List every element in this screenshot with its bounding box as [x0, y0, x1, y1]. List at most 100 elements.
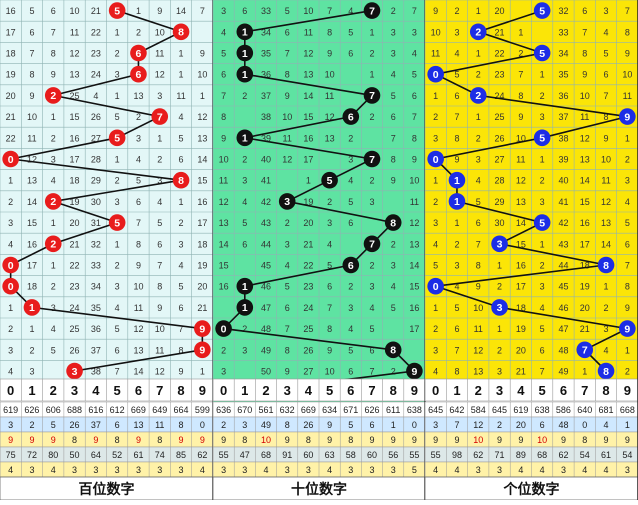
miss-count: 5 — [604, 49, 609, 59]
stat-value: 71 — [495, 450, 505, 460]
miss-count: 2 — [369, 261, 374, 271]
miss-count: 6 — [285, 303, 290, 313]
miss-count: 38 — [261, 112, 271, 122]
miss-count: 3 — [454, 27, 459, 37]
digit-header: 1 — [241, 383, 248, 398]
miss-count: 10 — [473, 303, 483, 313]
hit-ball-label: 7 — [582, 345, 588, 357]
stat-value: 61 — [601, 450, 611, 460]
stat-value: 3 — [625, 465, 630, 475]
miss-count: 10 — [197, 70, 207, 80]
miss-count: 14 — [601, 239, 611, 249]
miss-count: 24 — [495, 91, 505, 101]
hit-ball-label: 3 — [497, 302, 503, 314]
miss-count: 8 — [285, 345, 290, 355]
hit-ball — [406, 362, 423, 380]
miss-count: 8 — [604, 112, 609, 122]
miss-count: 13 — [473, 367, 483, 377]
miss-count: 34 — [91, 282, 101, 292]
miss-count: 24 — [70, 303, 80, 313]
miss-count: 20 — [516, 345, 526, 355]
miss-count: 2 — [285, 218, 290, 228]
hit-ball — [363, 2, 381, 19]
miss-count: 1 — [433, 176, 438, 186]
miss-count: 1 — [115, 27, 120, 37]
miss-count: 35 — [261, 49, 271, 59]
miss-count: 36 — [91, 324, 101, 334]
miss-count: 1 — [433, 303, 438, 313]
miss-count: 13 — [516, 197, 526, 207]
digit-header: 0 — [7, 383, 14, 398]
stat-value: 9 — [454, 435, 459, 445]
stat-value: 58 — [346, 450, 356, 460]
stat-value: 606 — [46, 405, 61, 415]
miss-count: 3 — [391, 261, 396, 271]
stat-value: 6 — [540, 420, 545, 430]
miss-count: 3 — [348, 155, 353, 165]
miss-count: 1 — [8, 303, 13, 313]
stat-value: 54 — [622, 450, 632, 460]
miss-count: 1 — [476, 112, 481, 122]
miss-count: 3 — [115, 70, 120, 80]
miss-count: 2 — [136, 27, 141, 37]
miss-count: 33 — [91, 261, 101, 271]
miss-count: 2 — [497, 282, 502, 292]
miss-count: 5 — [285, 6, 290, 16]
miss-count: 3 — [348, 303, 353, 313]
miss-count: 9 — [327, 345, 332, 355]
miss-count: 44 — [261, 239, 271, 249]
miss-count: 7 — [115, 367, 120, 377]
stat-value: 98 — [452, 450, 462, 460]
miss-count: 23 — [495, 70, 505, 80]
miss-count: 42 — [558, 218, 568, 228]
miss-count: 9 — [327, 49, 332, 59]
stat-value: 9 — [561, 435, 566, 445]
miss-count: 23 — [303, 282, 313, 292]
stat-value: 7 — [454, 420, 459, 430]
miss-count: 3 — [369, 197, 374, 207]
miss-count: 3 — [51, 303, 56, 313]
miss-count: 3 — [29, 367, 34, 377]
miss-count: 1 — [518, 27, 523, 37]
stat-value: 62 — [473, 450, 483, 460]
miss-count: 15 — [303, 112, 313, 122]
miss-count: 9 — [157, 6, 162, 16]
miss-count: 10 — [70, 6, 80, 16]
miss-count: 2 — [433, 112, 438, 122]
miss-count: 1 — [157, 133, 162, 143]
miss-count: 2 — [221, 345, 226, 355]
miss-count: 45 — [261, 261, 271, 271]
miss-count: 9 — [179, 367, 184, 377]
section-title: 个位数字 — [503, 481, 560, 497]
hit-ball — [236, 44, 254, 62]
miss-count: 12 — [155, 367, 165, 377]
hit-ball-label: 5 — [539, 133, 545, 145]
miss-count: 7 — [625, 6, 630, 16]
miss-count: 3 — [242, 345, 247, 355]
stat-value: 5 — [348, 420, 353, 430]
stat-value: 681 — [599, 405, 614, 415]
miss-count: 2 — [391, 239, 396, 249]
miss-count: 21 — [495, 27, 505, 37]
stat-value: 3 — [179, 465, 184, 475]
stat-value: 3 — [306, 465, 311, 475]
hit-ball-label: 0 — [8, 281, 14, 293]
miss-count: 8 — [285, 70, 290, 80]
miss-count: 13 — [70, 70, 80, 80]
stat-value: 4 — [8, 465, 13, 475]
miss-count: 3 — [604, 6, 609, 16]
stat-value: 55 — [219, 450, 229, 460]
miss-count: 36 — [261, 70, 271, 80]
hit-ball — [533, 44, 551, 62]
stat-value: 2 — [221, 420, 226, 430]
miss-count: 26 — [495, 133, 505, 143]
digit-header: 6 — [560, 383, 567, 398]
miss-count: 14 — [303, 91, 313, 101]
miss-count: 4 — [433, 239, 438, 249]
stat-value: 3 — [476, 465, 481, 475]
miss-count: 9 — [29, 91, 34, 101]
miss-count: 8 — [157, 282, 162, 292]
miss-count: 2 — [369, 49, 374, 59]
miss-count: 26 — [303, 345, 313, 355]
stat-value: 9 — [518, 435, 523, 445]
